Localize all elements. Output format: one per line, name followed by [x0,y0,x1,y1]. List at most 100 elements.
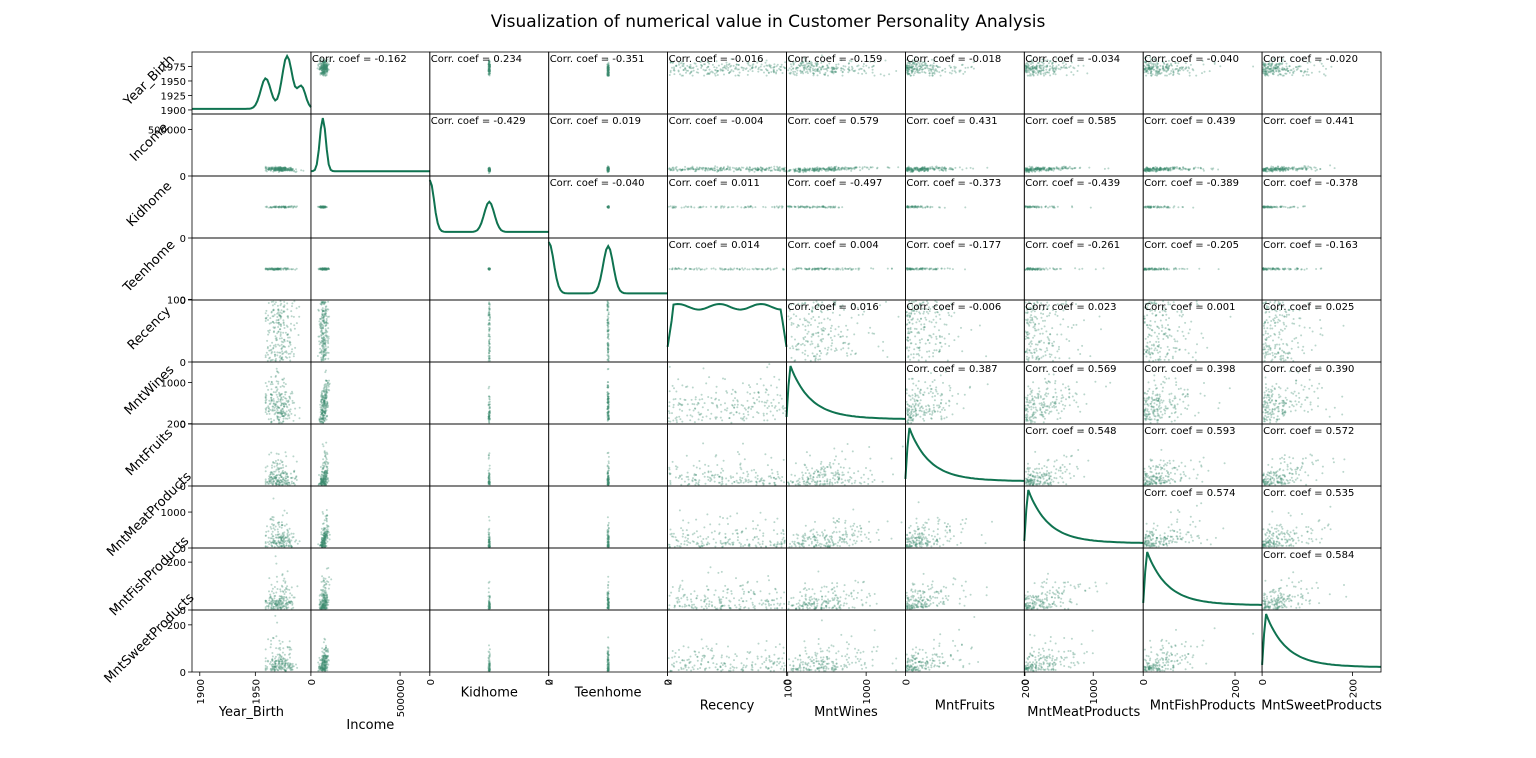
scatter-point [1048,267,1051,270]
scatter-point [324,61,326,64]
scatter-point [607,71,610,74]
points-income-vs-teenhome [606,165,610,174]
scatter-point [322,68,325,71]
scatter-point [857,64,860,67]
scatter-point [747,205,749,208]
scatter-point [1267,74,1270,77]
scatter-point [908,65,911,67]
cell-kidhome-vs-income [310,175,431,239]
scatter-point [1029,74,1032,77]
scatter-point [937,66,939,69]
scatter-point [911,268,914,271]
scatter-point [1030,205,1033,208]
scatter-point [293,300,296,303]
scatter-point [958,70,961,73]
scatter-point [606,70,609,73]
scatter-point [1053,206,1055,209]
scatter-point [918,168,921,171]
scatter-point [868,168,870,171]
scatter-point [323,67,325,70]
scatter-point [934,68,937,71]
scatter-point [323,64,326,67]
scatter-point [320,356,323,359]
scatter-point [938,71,941,74]
scatter-point [760,169,762,172]
scatter-point [488,73,491,76]
scatter-point [326,67,329,70]
scatter-point [1198,267,1201,270]
scatter-point [284,268,287,271]
scatter-point [820,68,823,71]
scatter-point [324,357,327,360]
scatter-point [783,67,786,70]
scatter-point [751,70,754,73]
scatter-point [268,331,271,334]
scatter-point [888,166,891,169]
scatter-point [699,61,702,63]
scatter-point [872,65,875,68]
scatter-point [929,205,932,208]
scatter-point [278,328,281,331]
scatter-point [488,64,491,67]
scatter-point [765,64,768,67]
scatter-point [941,169,944,172]
scatter-point [909,74,912,77]
scatter-point [673,67,676,70]
scatter-point [721,169,724,172]
scatter-point [1186,69,1189,72]
scatter-point [715,60,718,63]
scatter-point [1149,72,1152,75]
scatter-point [748,268,751,271]
scatter-point [752,63,755,66]
scatter-point [915,205,918,208]
scatter-point [279,359,281,362]
scatter-point [734,66,737,69]
scatter-point [282,358,285,361]
scatter-point [747,168,750,171]
scatter-point [285,324,288,327]
scatter-point [1267,71,1270,74]
scatter-point [950,72,953,75]
scatter-point [321,67,324,70]
scatter-point [690,71,693,73]
scatter-point [272,346,275,349]
scatter-point [273,313,276,316]
points-income-vs-mntsweetproducts [1262,164,1336,173]
scatter-point [606,69,609,72]
scatter-point [840,167,843,170]
scatter-point [952,168,954,171]
scatter-point [319,324,322,327]
scatter-point [732,206,735,208]
scatter-point [859,169,862,172]
scatter-point [804,67,807,70]
scatter-point [325,65,328,68]
scatter-point [1146,206,1149,208]
scatter-point [755,65,758,68]
scatter-point [817,267,820,270]
points-income-vs-mntfishproducts [1143,166,1220,173]
scatter-point [744,68,747,71]
scatter-point [323,70,326,73]
points-kidhome-vs-mntsweetproducts [1262,205,1306,209]
scatter-point [759,68,762,71]
scatter-point [730,69,733,71]
scatter-point [771,206,774,208]
corr-label-kidhome-mntmeatproducts: Corr. coef = -0.439 [1025,178,1120,189]
scatter-point [606,69,609,72]
scatter-point [808,168,811,171]
scatter-point [848,66,850,69]
scatter-point [607,71,610,74]
scatter-point [757,70,760,73]
scatter-point [1155,170,1158,173]
scatter-point [769,64,772,67]
scatter-point [322,57,325,60]
cell-teenhome-vs-kidhome [429,237,550,301]
scatter-point [1280,165,1283,168]
scatter-point [1297,168,1300,170]
scatter-point [320,65,323,68]
scatter-point [606,68,609,71]
scatter-point [276,268,278,271]
scatter-point [933,71,936,74]
scatter-point [1294,169,1297,172]
scatter-point [289,328,292,331]
